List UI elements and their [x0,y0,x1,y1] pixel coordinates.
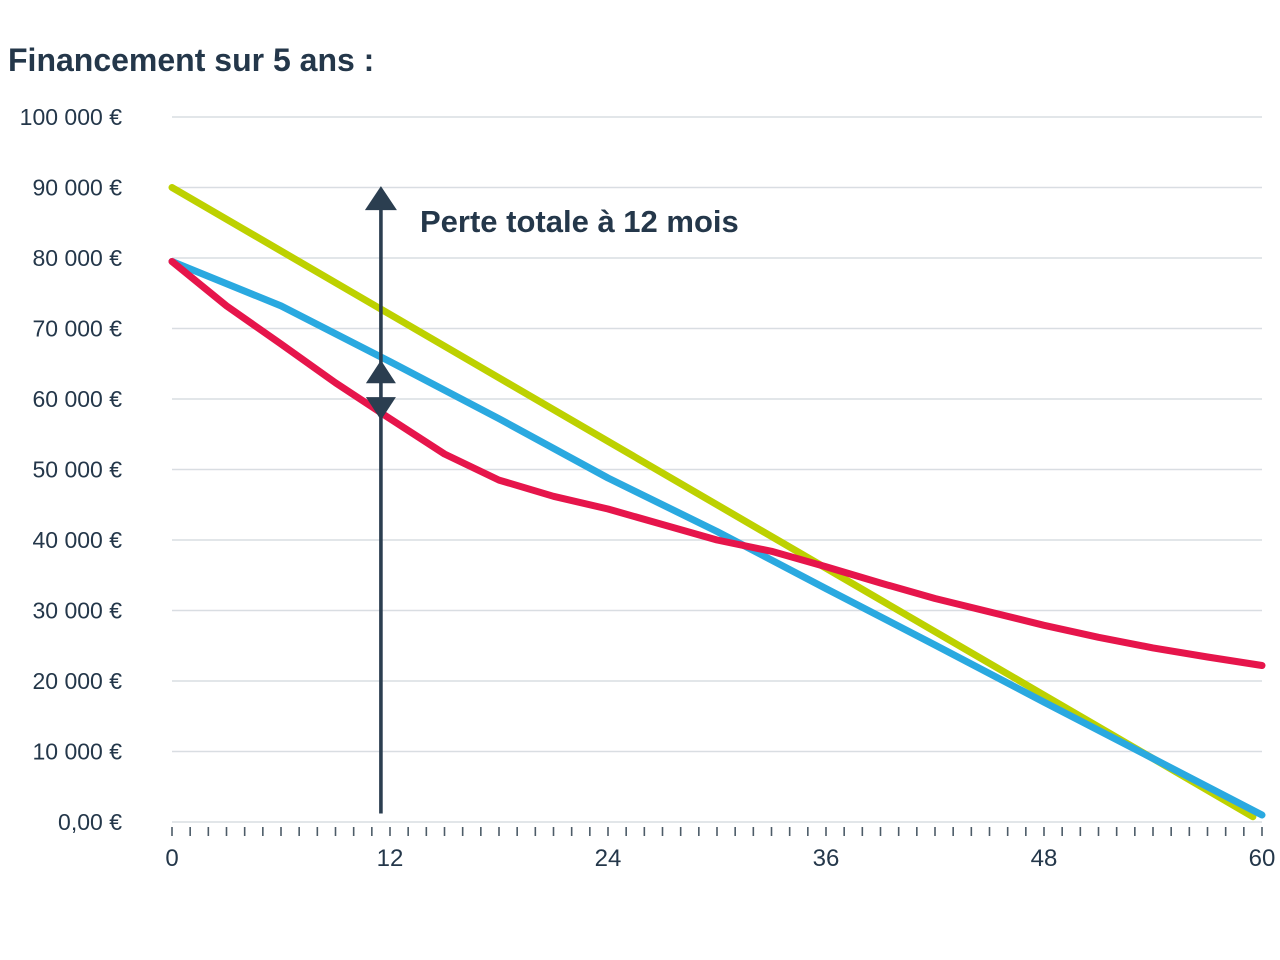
annotation-arrowhead-up-icon [364,186,397,211]
y-axis-label: 20 000 € [32,668,122,694]
chart-title: Financement sur 5 ans : [8,42,375,78]
x-axis-label: 60 [1249,845,1276,872]
x-axis-label: 24 [595,845,622,872]
loss-gap-up-marker-icon [365,360,396,384]
x-axis-label: 48 [1031,845,1058,872]
y-axis-label: 10 000 € [32,739,122,765]
annotation-label: Perte totale à 12 mois [420,204,739,239]
y-axis-label: 80 000 € [32,245,122,271]
x-axis-label: 12 [377,845,404,872]
loss-gap-down-marker-icon [365,397,396,421]
y-axis-label: 60 000 € [32,386,122,412]
y-axis-label: 90 000 € [32,175,122,201]
x-axis-label: 0 [165,845,178,872]
y-axis-label: 100 000 € [20,104,123,130]
series-line-green [168,184,1257,821]
series-line-red [168,258,1266,669]
y-axis-label: 70 000 € [32,316,122,342]
series-line-blue [168,258,1266,819]
x-axis-label: 36 [813,845,840,872]
y-axis-label: 40 000 € [32,527,122,553]
y-axis-label: 30 000 € [32,598,122,624]
y-axis-label: 50 000 € [32,457,122,483]
y-axis-label: 0,00 € [58,809,122,835]
